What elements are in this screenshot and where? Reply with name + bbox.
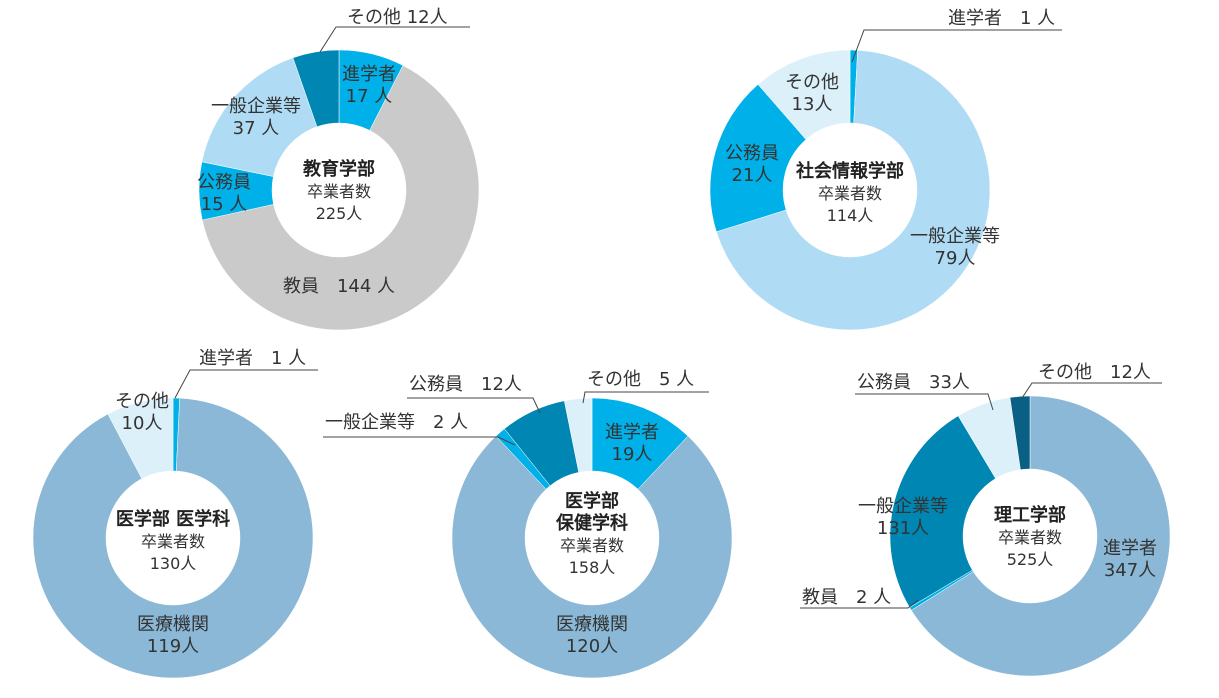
center-total: 158人 bbox=[569, 558, 616, 577]
slice-label: 一般企業等 37 人 bbox=[211, 96, 301, 139]
center-subtitle: 卒業者数 bbox=[141, 532, 205, 551]
center-title: 教育学部 bbox=[303, 158, 375, 180]
leader-line bbox=[582, 391, 709, 404]
slice-label: 教員 144 人 bbox=[283, 276, 395, 297]
slice-label: 進学者 1 人 bbox=[199, 348, 306, 369]
center-subtitle: 卒業者数 bbox=[307, 182, 371, 201]
slice-label: 公務員 15 人 bbox=[197, 172, 251, 215]
slice-label: 進学者 19人 bbox=[605, 422, 659, 465]
slice-label: 進学者 1 人 bbox=[948, 8, 1055, 29]
slice-label: その他 13人 bbox=[785, 72, 839, 115]
slice-一般企業等 bbox=[889, 415, 996, 608]
leader-line bbox=[323, 436, 516, 446]
leader-line bbox=[800, 599, 919, 609]
slice-その他 bbox=[564, 397, 593, 473]
slice-label: 一般企業等 131人 bbox=[858, 496, 948, 539]
slice-label: その他 12人 bbox=[1038, 362, 1151, 383]
center-subtitle: 卒業者数 bbox=[560, 536, 624, 555]
slice-label: 教員 2 人 bbox=[802, 587, 891, 608]
slice-label: 医療機関 120人 bbox=[556, 614, 628, 657]
slice-label: その他 5 人 bbox=[587, 369, 694, 390]
slice-その他 bbox=[1009, 395, 1031, 470]
leader-line bbox=[855, 393, 994, 411]
leader-line bbox=[851, 29, 1062, 63]
leader-line bbox=[174, 369, 318, 399]
slice-label: 公務員 33人 bbox=[857, 372, 970, 393]
slice-label: その他 10人 bbox=[115, 391, 169, 434]
slice-label: 一般企業等 2 人 bbox=[325, 412, 468, 433]
slice-label: 医療機関 119人 bbox=[137, 614, 209, 657]
center-subtitle: 卒業者数 bbox=[998, 528, 1062, 547]
center-total: 130人 bbox=[150, 554, 197, 573]
center-title: 理工学部 bbox=[994, 504, 1066, 526]
donut-chart-1: 進学者 17 人教員 144 人 公務員 15 人 一般企業等 37 人 その他 12人教育… bbox=[197, 7, 480, 331]
slice-医療機関 bbox=[32, 397, 314, 679]
center-title: 保健学科 bbox=[555, 512, 628, 534]
slice-その他 bbox=[292, 49, 340, 128]
slice-label: 公務員 12人 bbox=[409, 374, 522, 395]
center-title: 医学部 医学科 bbox=[116, 508, 230, 530]
leader-line bbox=[319, 26, 470, 53]
center-title: 社会情報学部 bbox=[796, 160, 904, 182]
leader-line bbox=[407, 397, 541, 414]
slice-label: 進学者 17 人 bbox=[342, 64, 396, 107]
slice-label: 公務員 21人 bbox=[725, 143, 779, 186]
slice-label: 一般企業等 79人 bbox=[910, 226, 1000, 269]
center-title: 医学部 bbox=[565, 490, 619, 512]
slice-その他 bbox=[107, 397, 174, 480]
slice-医療機関 bbox=[451, 435, 733, 679]
slice-label: 進学者 347人 bbox=[1103, 538, 1157, 581]
slice-一般企業等 bbox=[716, 49, 991, 331]
center-total: 525人 bbox=[1007, 550, 1054, 569]
slice-label: その他 12人 bbox=[347, 7, 448, 28]
slice-その他 bbox=[757, 49, 851, 140]
slice-進学者 bbox=[911, 395, 1171, 677]
slice-教員 bbox=[201, 65, 480, 331]
center-subtitle: 卒業者数 bbox=[818, 184, 882, 203]
center-total: 114人 bbox=[827, 206, 874, 225]
center-total: 225人 bbox=[316, 204, 363, 223]
slice-公務員 bbox=[709, 84, 807, 233]
leader-line bbox=[1021, 382, 1162, 399]
